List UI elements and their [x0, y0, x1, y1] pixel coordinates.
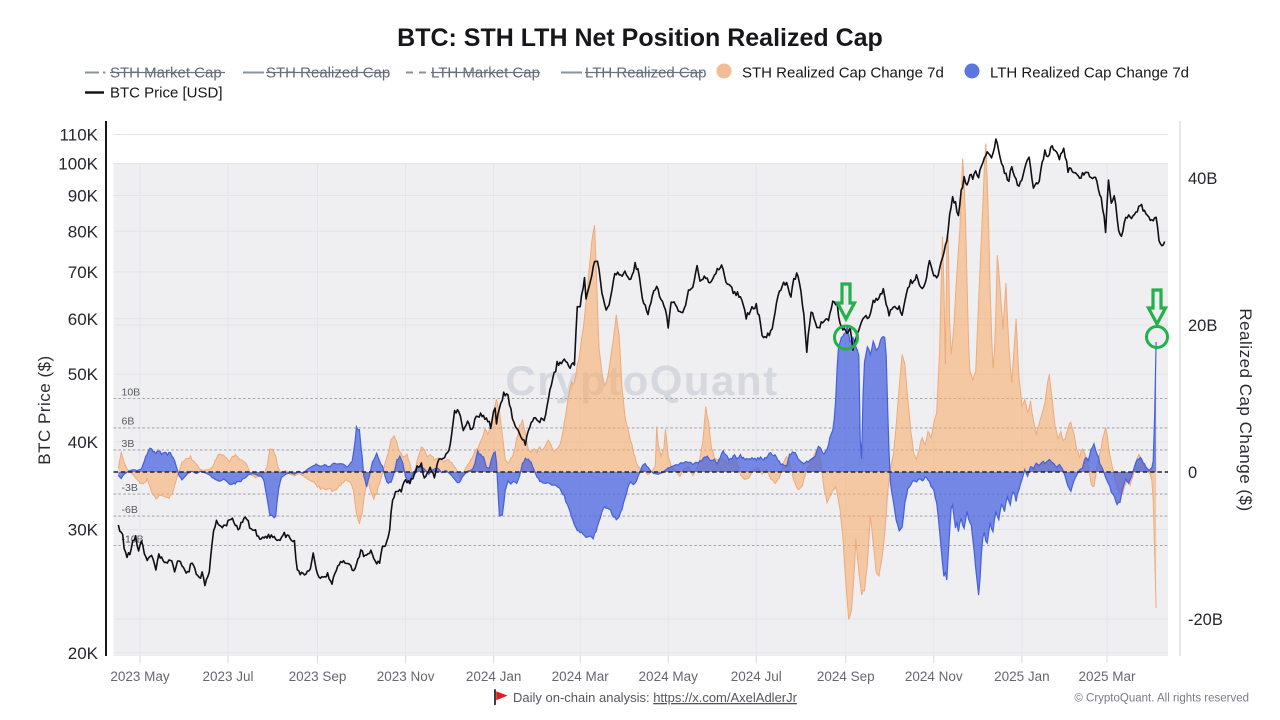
svg-text:20K: 20K: [68, 644, 99, 663]
svg-text:-6B: -6B: [122, 504, 138, 516]
svg-text:-3B: -3B: [122, 482, 138, 494]
svg-text:-10B: -10B: [122, 533, 144, 545]
svg-text:2024 Sep: 2024 Sep: [817, 669, 875, 684]
svg-text:2023 May: 2023 May: [110, 669, 170, 684]
svg-text:2023 Nov: 2023 Nov: [377, 669, 435, 684]
svg-text:40K: 40K: [68, 433, 99, 452]
svg-text:2024 Jan: 2024 Jan: [466, 669, 522, 684]
svg-text:6B: 6B: [122, 416, 135, 428]
svg-text:STH Realized Cap Change 7d: STH Realized Cap Change 7d: [742, 65, 944, 82]
svg-text:2023 Sep: 2023 Sep: [289, 669, 347, 684]
svg-text:BTC Price ($): BTC Price ($): [35, 355, 54, 464]
svg-text:Realized Cap Change ($): Realized Cap Change ($): [1236, 308, 1255, 511]
svg-text:2023 Jul: 2023 Jul: [202, 669, 253, 684]
svg-text:90K: 90K: [68, 187, 99, 206]
svg-text:30K: 30K: [68, 521, 99, 540]
svg-text:40B: 40B: [1188, 170, 1217, 188]
svg-text:10B: 10B: [122, 386, 141, 398]
svg-text:BTC Price [USD]: BTC Price [USD]: [110, 85, 223, 102]
svg-text:110K: 110K: [60, 126, 99, 145]
svg-text:20B: 20B: [1188, 317, 1217, 335]
svg-text:60K: 60K: [68, 310, 99, 329]
svg-text:BTC: STH LTH Net Position Real: BTC: STH LTH Net Position Realized Cap: [397, 24, 883, 52]
svg-text:80K: 80K: [68, 222, 99, 241]
svg-text:70K: 70K: [68, 263, 99, 282]
svg-text:2025 Mar: 2025 Mar: [1078, 669, 1136, 684]
svg-text:2024 Mar: 2024 Mar: [552, 669, 610, 684]
svg-text:100K: 100K: [58, 155, 98, 174]
svg-text:2024 May: 2024 May: [639, 669, 699, 684]
svg-text:-20B: -20B: [1188, 611, 1223, 629]
svg-text:CryptoQuant: CryptoQuant: [505, 357, 778, 404]
svg-text:50K: 50K: [68, 365, 99, 384]
svg-text:2024 Jul: 2024 Jul: [731, 669, 782, 684]
svg-text:© CryptoQuant. All rights rese: © CryptoQuant. All rights reserved: [1074, 693, 1249, 705]
svg-text:Daily on-chain analysis: https: Daily on-chain analysis: https://x.com/A…: [513, 690, 798, 705]
svg-text:2024 Nov: 2024 Nov: [905, 669, 963, 684]
svg-text:2025 Jan: 2025 Jan: [994, 669, 1050, 684]
svg-text:3B: 3B: [122, 438, 135, 450]
svg-text:0: 0: [1188, 464, 1197, 482]
svg-text:LTH Realized Cap Change 7d: LTH Realized Cap Change 7d: [990, 65, 1189, 82]
